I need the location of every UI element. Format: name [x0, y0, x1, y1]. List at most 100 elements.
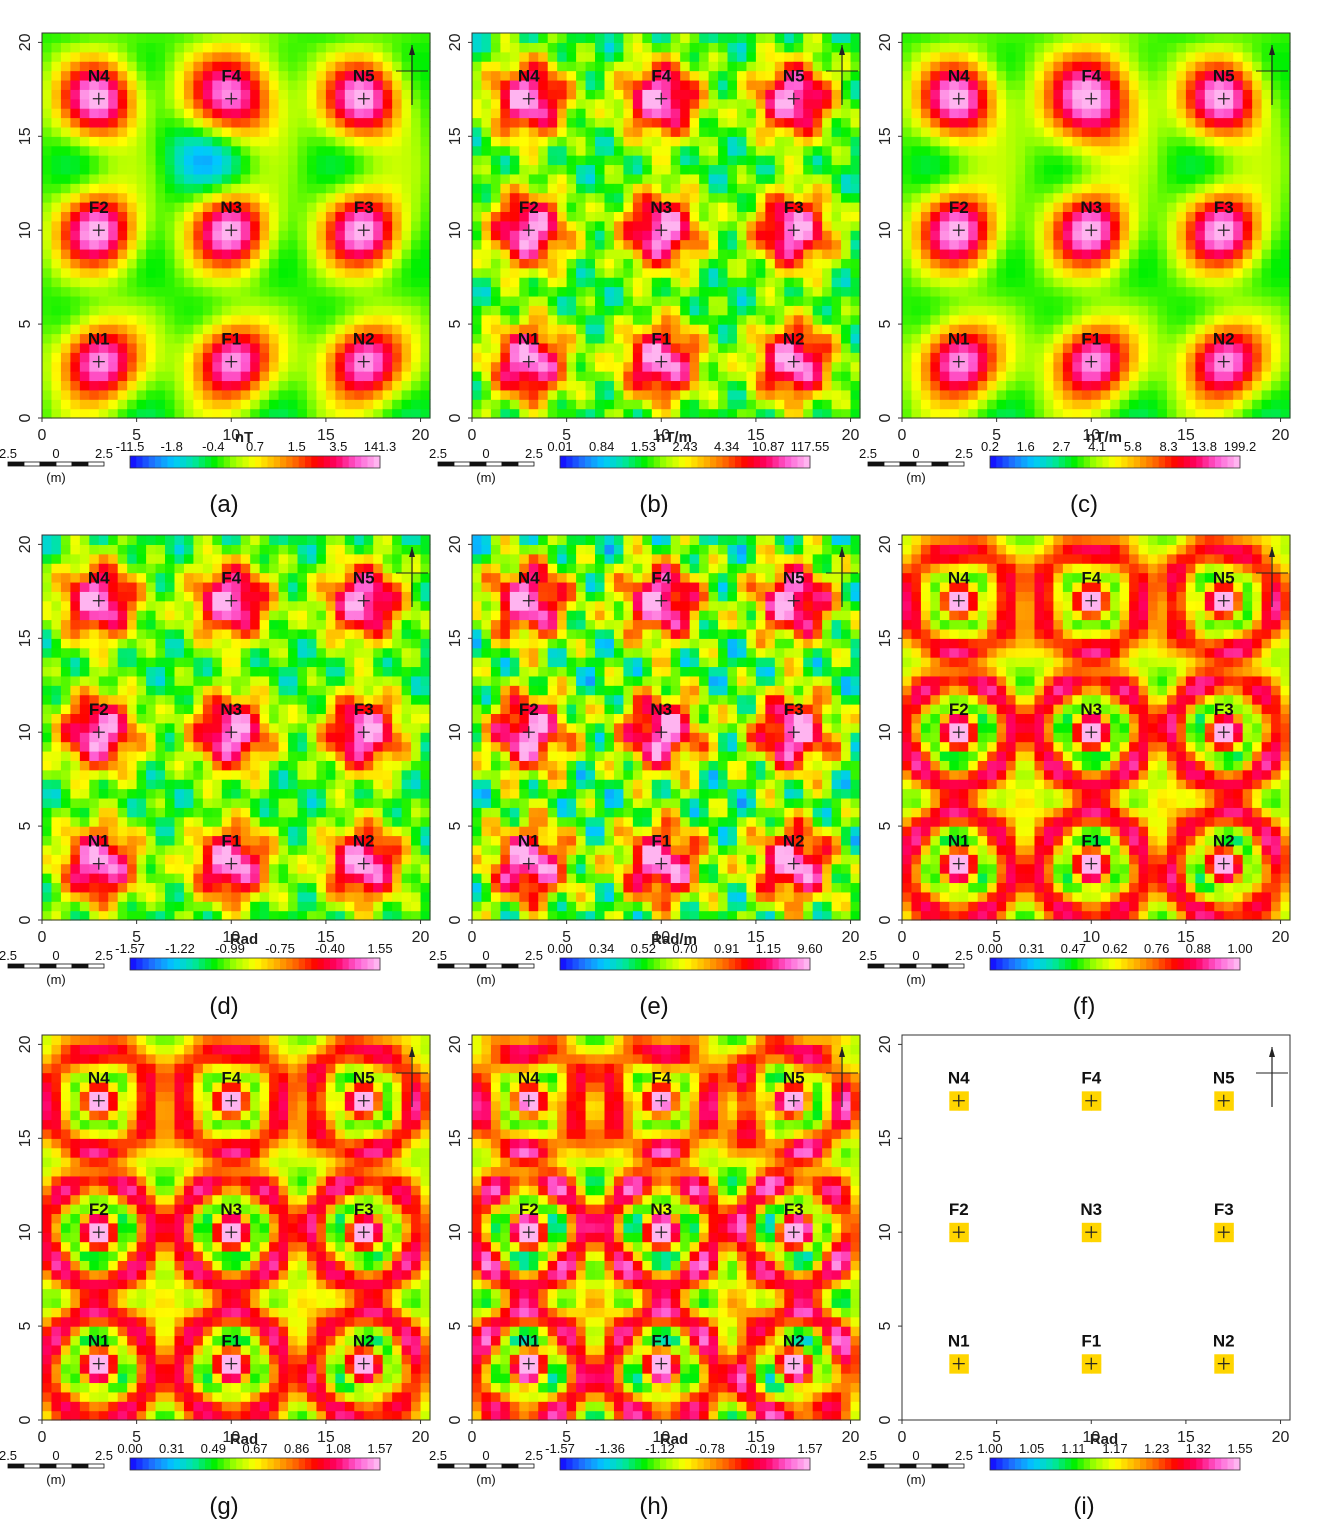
heat-cell — [500, 305, 511, 316]
heat-cell — [344, 324, 355, 335]
heat-cell — [746, 98, 757, 109]
heat-cell — [411, 220, 422, 231]
heat-cell — [1100, 136, 1111, 147]
heat-cell — [1072, 61, 1083, 72]
heat-cell — [1176, 33, 1187, 43]
heat-cell — [774, 352, 785, 363]
heat-cell — [231, 70, 242, 81]
heat-cell — [344, 211, 355, 222]
heat-cell — [98, 220, 109, 231]
heat-cell — [202, 277, 213, 288]
heat-cell — [822, 399, 833, 410]
heat-cell — [335, 183, 346, 194]
heat-cell — [1053, 324, 1064, 335]
heat-cell — [1062, 42, 1073, 53]
heat-cell — [1043, 267, 1055, 278]
heat-cell — [765, 324, 776, 335]
heat-cell — [79, 108, 90, 119]
heat-cell — [335, 277, 346, 288]
heat-cell — [1072, 202, 1083, 213]
heat-cell — [51, 211, 62, 222]
heat-cell — [528, 399, 539, 410]
heat-cell — [727, 267, 738, 278]
heat-cell — [632, 286, 643, 297]
heat-cell — [278, 79, 289, 90]
heat-cell — [996, 98, 1007, 109]
heat-cell — [269, 267, 280, 278]
heat-cell — [183, 145, 195, 156]
heat-cell — [528, 173, 539, 184]
heat-cell — [146, 98, 157, 109]
heat-cell — [841, 51, 852, 62]
heat-cell — [70, 333, 81, 344]
heat-cell — [212, 380, 223, 391]
heat-cell — [250, 286, 261, 297]
heat-cell — [604, 126, 615, 137]
heat-cell — [1119, 42, 1130, 53]
heat-cell — [727, 342, 738, 353]
heat-cell — [604, 267, 615, 278]
heat-cell — [117, 183, 128, 194]
heat-cell — [165, 126, 176, 137]
heat-cell — [1072, 267, 1083, 278]
heat-cell — [382, 70, 393, 81]
heat-cell — [784, 108, 795, 119]
heat-cell — [812, 333, 823, 344]
heat-cell — [902, 126, 913, 137]
heat-cell — [212, 295, 223, 306]
heat-cell — [1081, 371, 1092, 382]
heat-cell — [528, 314, 539, 325]
heat-cell — [803, 389, 814, 400]
heat-cell — [269, 136, 280, 147]
heat-cell — [1081, 352, 1092, 363]
heat-cell — [89, 399, 100, 410]
heat-cell — [500, 136, 511, 147]
heat-cell — [183, 380, 195, 391]
heat-cell — [1043, 239, 1055, 250]
heat-cell — [528, 361, 539, 372]
heat-cell — [60, 248, 71, 259]
heat-cell — [1100, 51, 1111, 62]
heat-cell — [146, 371, 157, 382]
heat-cell — [1091, 220, 1102, 231]
heat-cell — [519, 361, 530, 372]
heat-cell — [231, 61, 242, 72]
heat-cell — [920, 333, 931, 344]
heat-cell — [288, 145, 299, 156]
heat-cell — [79, 324, 90, 335]
heat-cell — [566, 408, 577, 419]
heat-cell — [670, 108, 681, 119]
heat-cell — [1091, 258, 1102, 269]
heat-cell — [306, 230, 318, 241]
heat-cell — [1100, 42, 1111, 53]
heat-cell — [1185, 117, 1196, 128]
heat-cell — [392, 61, 403, 72]
heat-cell — [193, 108, 204, 119]
heat-cell — [42, 380, 53, 391]
heat-cell — [765, 126, 776, 137]
heat-cell — [911, 108, 922, 119]
heat-cell — [793, 258, 804, 269]
heat-cell — [325, 61, 336, 72]
heat-cell — [1025, 173, 1036, 184]
heat-cell — [1015, 61, 1026, 72]
heat-cell — [680, 155, 691, 166]
heat-cell — [911, 202, 922, 213]
heat-cell — [1034, 108, 1045, 119]
x-tick-label: 10 — [222, 427, 240, 444]
heat-cell — [202, 33, 213, 43]
heat-cell — [793, 333, 804, 344]
heat-cell — [136, 333, 147, 344]
heat-cell — [1072, 295, 1083, 306]
heat-cell — [117, 352, 128, 363]
heat-cell — [202, 192, 213, 203]
heat-cell — [920, 305, 931, 316]
heat-cell — [595, 314, 606, 325]
heat-cell — [736, 33, 748, 43]
heat-cell — [595, 399, 606, 410]
heat-cell — [288, 295, 299, 306]
heat-cell — [89, 371, 100, 382]
heat-cell — [784, 183, 795, 194]
heat-cell — [708, 286, 719, 297]
heat-cell — [1166, 33, 1178, 43]
